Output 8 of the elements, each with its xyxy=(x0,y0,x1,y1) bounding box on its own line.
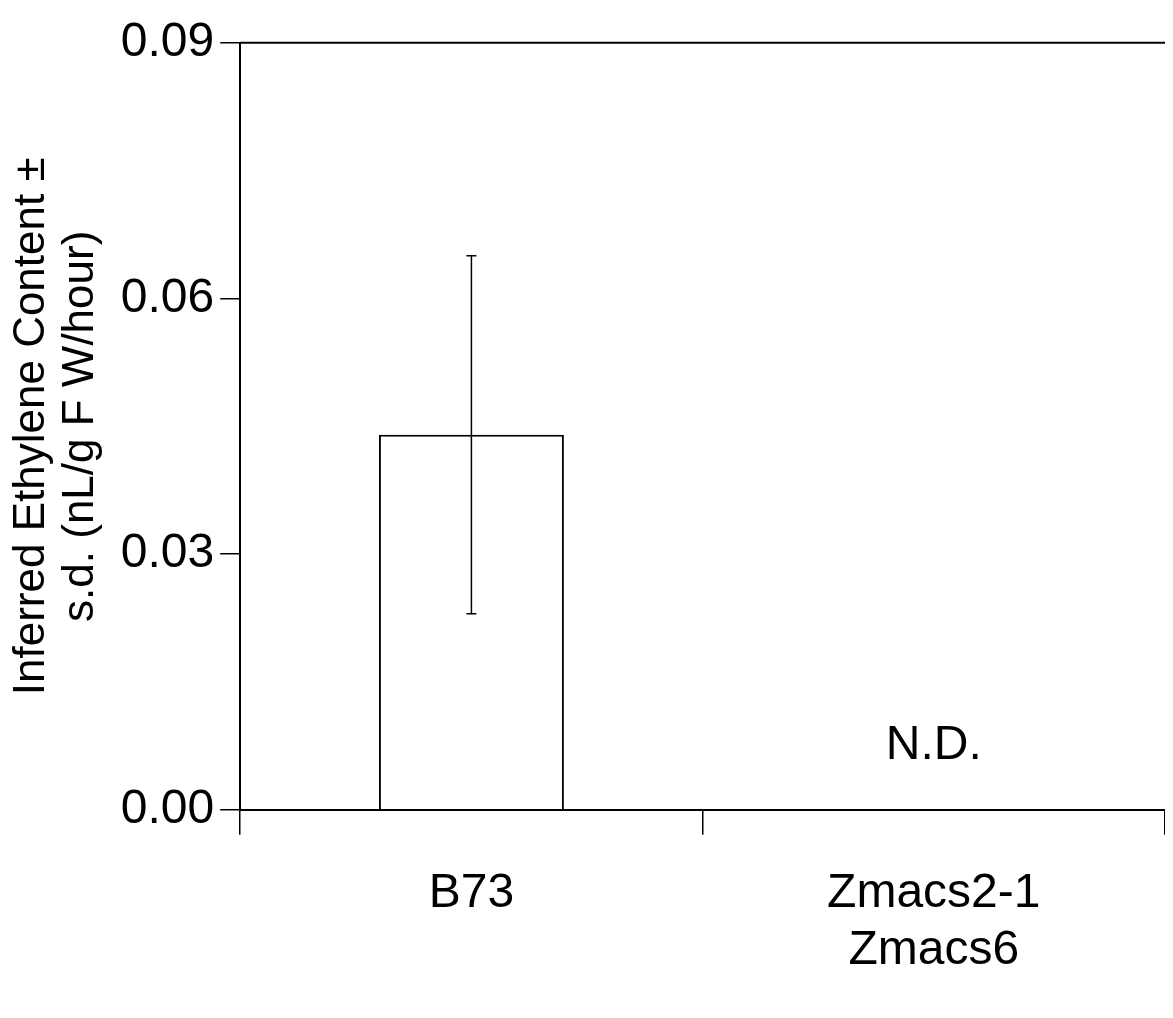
y-tick-label: 0.00 xyxy=(120,780,215,834)
y-axis-title: Inferred Ethylene Content ± s.d. (nL/g F W/hour) xyxy=(4,157,102,696)
x-tick-label: Zmacs2-1 Zmacs6 xyxy=(827,863,1041,975)
y-tick-label: 0.09 xyxy=(120,13,215,67)
annotation: N.D. xyxy=(885,716,982,770)
y-tick-label: 0.06 xyxy=(120,268,215,322)
x-tick-label: B73 xyxy=(428,863,515,917)
y-tick-label: 0.03 xyxy=(120,524,215,578)
